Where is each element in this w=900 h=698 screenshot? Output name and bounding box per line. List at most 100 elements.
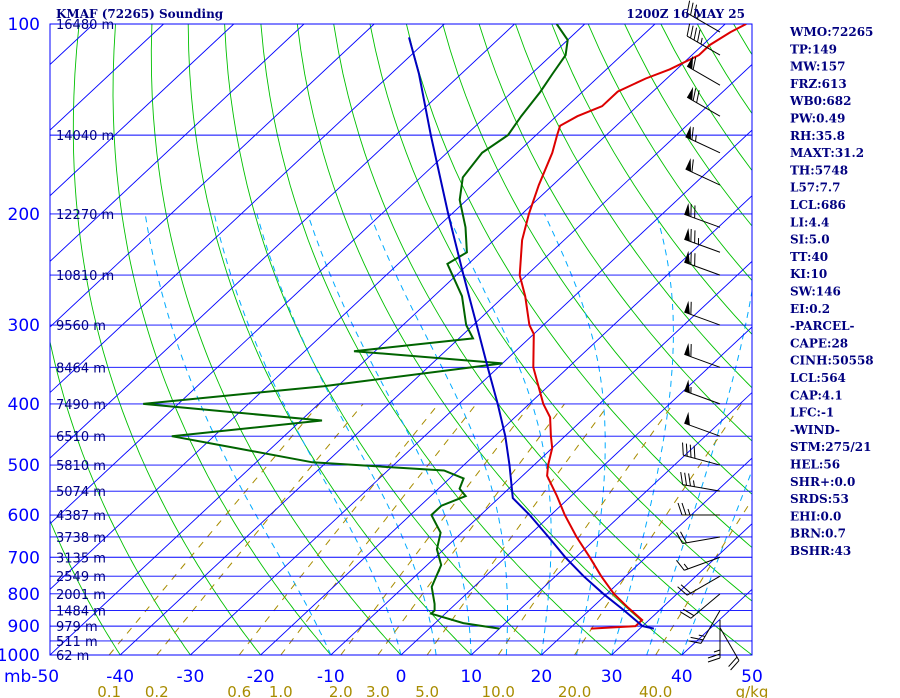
moist-adiabat bbox=[213, 213, 402, 655]
temperature-tick-label: 30 bbox=[601, 667, 623, 687]
height-label: 7490 m bbox=[56, 398, 106, 413]
isotherm bbox=[50, 24, 656, 591]
height-label: 5074 m bbox=[56, 485, 106, 500]
index-item: RH:35.8 bbox=[790, 129, 845, 143]
temperature-tick-label: -10 bbox=[317, 667, 345, 687]
wind-barb bbox=[684, 203, 721, 228]
index-item: WB0:682 bbox=[789, 94, 851, 108]
height-label: 2549 m bbox=[56, 570, 106, 585]
wind-barb-staff bbox=[684, 311, 721, 326]
moist-adiabat bbox=[144, 213, 332, 655]
wind-barb-flag bbox=[676, 560, 685, 571]
moist-adiabat bbox=[447, 213, 552, 655]
index-item: SI:5.0 bbox=[790, 233, 830, 247]
height-label: 979 m bbox=[56, 620, 98, 635]
wind-barb bbox=[684, 411, 721, 437]
index-item: CAPE:28 bbox=[790, 336, 848, 350]
index-item: EI:0.2 bbox=[790, 302, 830, 316]
wind-barb-flag bbox=[730, 660, 740, 671]
wind-barb-staff bbox=[684, 390, 721, 405]
dry-adiabat bbox=[369, 24, 752, 602]
wind-barb-pennant bbox=[684, 300, 690, 315]
mixing-ratio-label: 0.2 bbox=[145, 683, 169, 698]
pressure-tick-label: 200 bbox=[8, 205, 40, 225]
index-item: BRN:0.7 bbox=[790, 527, 846, 541]
wind-barb-pennant bbox=[684, 343, 690, 357]
pressure-tick-label: 500 bbox=[8, 456, 40, 476]
mixing-ratio-unit: g/kg bbox=[736, 683, 769, 698]
index-item: CAP:4.1 bbox=[790, 388, 843, 402]
height-label: 14040 m bbox=[56, 129, 114, 144]
wind-barb-staff bbox=[685, 136, 721, 154]
wind-barb-staff bbox=[686, 575, 721, 596]
dry-adiabat bbox=[660, 24, 752, 172]
dry-adiabat bbox=[260, 24, 612, 655]
wind-barb-staff bbox=[684, 353, 721, 368]
mixing-ratio-line bbox=[497, 403, 674, 655]
wind-barb-flag bbox=[676, 532, 684, 544]
isotherm bbox=[50, 24, 305, 262]
mixing-ratio-label: 20.0 bbox=[558, 683, 591, 698]
mixing-ratio-line bbox=[108, 403, 320, 655]
wind-barbs-layer bbox=[676, 0, 740, 671]
wind-barb bbox=[684, 227, 721, 253]
wind-barb-flag bbox=[682, 442, 684, 456]
isotherm bbox=[50, 24, 235, 197]
isotherm bbox=[50, 24, 586, 525]
isotherm bbox=[50, 24, 164, 131]
wind-barb bbox=[707, 619, 721, 663]
pressure-tick-label: 100 bbox=[8, 15, 40, 35]
pressure-tick-label: 1000 bbox=[0, 646, 40, 666]
series-lines bbox=[143, 24, 747, 630]
wind-barb-half-flag bbox=[700, 37, 703, 45]
wind-barb-staff bbox=[682, 536, 721, 545]
wind-barb-flag bbox=[686, 23, 691, 37]
mixing-ratio-label: 5.0 bbox=[415, 683, 439, 698]
dewpoint-line bbox=[143, 24, 569, 630]
series-layer bbox=[143, 24, 747, 630]
dry-adiabat bbox=[333, 24, 752, 655]
index-item: LFC:-1 bbox=[790, 406, 834, 420]
wind-barb-staff bbox=[684, 261, 721, 276]
wind-barb-flag bbox=[690, 2, 694, 16]
index-item: LCL:686 bbox=[790, 198, 846, 212]
index-item: SRDS:53 bbox=[790, 492, 849, 506]
pressure-tick-label: 600 bbox=[8, 506, 40, 526]
wind-barb-flag bbox=[692, 57, 697, 70]
index-item: KI:10 bbox=[790, 267, 827, 281]
wind-barb-staff bbox=[686, 96, 721, 117]
wind-barb-staff bbox=[684, 556, 721, 571]
isotherm bbox=[400, 326, 752, 655]
wind-barb bbox=[680, 471, 721, 492]
temperature-tick-label: 0 bbox=[396, 667, 407, 687]
wind-barb-flag bbox=[686, 0, 691, 14]
isotherm bbox=[330, 260, 752, 655]
temperature-tick-label: -30 bbox=[177, 667, 205, 687]
wind-barb-flag bbox=[693, 4, 698, 18]
isotherm bbox=[50, 24, 445, 394]
wind-barb-flag bbox=[693, 445, 696, 459]
height-label: 2001 m bbox=[56, 588, 106, 603]
wind-barb-staff bbox=[684, 213, 721, 228]
wind-barb-pennant bbox=[684, 227, 690, 242]
height-label: 16480 m bbox=[56, 18, 114, 33]
wind-barb-half-flag bbox=[713, 649, 721, 653]
index-item: -PARCEL- bbox=[790, 319, 855, 333]
wind-barb-staff bbox=[683, 454, 721, 466]
pressure-tick-label: 800 bbox=[8, 585, 40, 605]
wind-barb-flag bbox=[689, 444, 692, 458]
wind-barb-pennant bbox=[687, 55, 694, 70]
moist-adiabat bbox=[369, 213, 508, 655]
wind-barb bbox=[676, 531, 721, 545]
wind-barb-flag bbox=[696, 90, 700, 103]
wind-barb-flag bbox=[707, 657, 721, 663]
isotherm bbox=[611, 523, 752, 655]
height-label: 6510 m bbox=[56, 430, 106, 445]
dry-adiabat bbox=[150, 24, 402, 655]
wind-barb bbox=[684, 300, 721, 326]
index-item: -WIND- bbox=[790, 423, 840, 437]
height-label: 62 m bbox=[56, 649, 89, 664]
pressure-tick-label: 700 bbox=[8, 548, 40, 568]
temperature-line bbox=[518, 24, 747, 630]
isotherm bbox=[50, 24, 515, 459]
